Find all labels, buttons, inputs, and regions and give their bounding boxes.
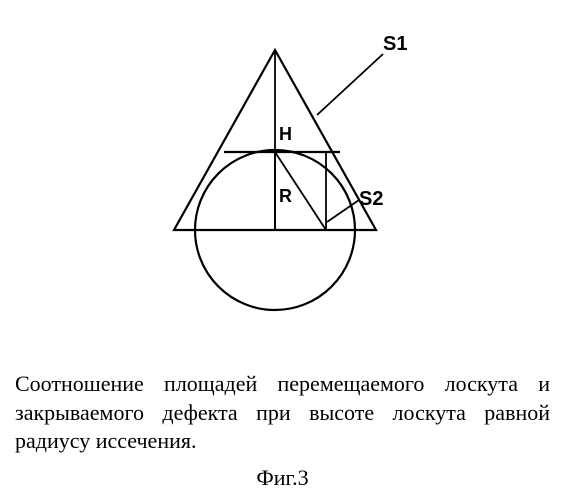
label-h: H [279, 124, 292, 144]
leader-s1 [317, 54, 383, 115]
figure-caption: Соотношение площадей перемещаемого лоску… [15, 370, 550, 456]
label-s1: S1 [383, 33, 407, 55]
diagram-svg: S1 S2 H R [145, 30, 425, 330]
label-r: R [279, 186, 292, 206]
label-s2: S2 [359, 188, 383, 210]
figure-number: Фиг.3 [0, 465, 565, 491]
geometry-diagram: S1 S2 H R [145, 30, 425, 330]
